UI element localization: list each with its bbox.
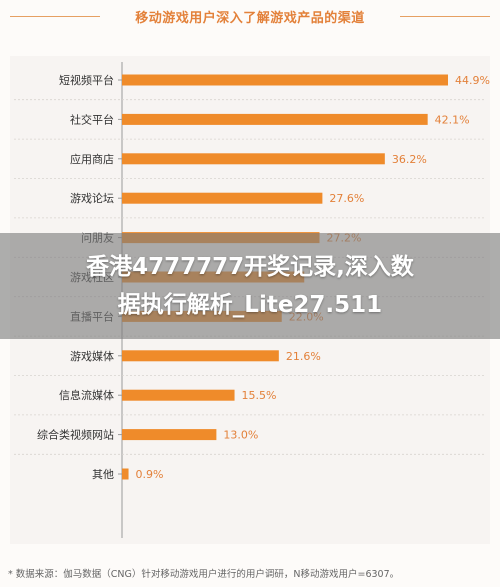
bar — [122, 468, 129, 480]
category-label: 社交平台 — [70, 112, 114, 126]
chart-title: 移动游戏用户深入了解游戏产品的渠道 — [125, 6, 375, 26]
value-label: 13.0% — [223, 429, 258, 442]
bar — [122, 389, 235, 401]
bar — [122, 113, 428, 125]
value-label: 21.6% — [286, 350, 321, 363]
category-label: 短视频平台 — [59, 73, 114, 87]
value-label: 27.6% — [329, 192, 364, 205]
value-label: 42.1% — [435, 113, 470, 126]
category-label: 综合类视频网站 — [37, 428, 114, 442]
title-right-rule — [400, 16, 490, 17]
category-label: 信息流媒体 — [59, 388, 114, 402]
bar — [122, 192, 323, 204]
category-label: 游戏论坛 — [70, 191, 114, 205]
source-footnote: * 数据来源：伽马数据（CNG）针对移动游戏用户进行的用户调研，N移动游戏用户=… — [8, 569, 400, 580]
bar — [122, 350, 279, 362]
bar — [122, 74, 448, 86]
category-label: 游戏媒体 — [70, 349, 114, 363]
value-label: 15.5% — [242, 389, 277, 402]
value-label: 36.2% — [392, 153, 427, 166]
category-label: 应用商店 — [70, 152, 114, 166]
value-label: 0.9% — [136, 468, 164, 481]
bar — [122, 429, 217, 441]
title-left-rule — [10, 16, 100, 17]
headline-line-1: 香港4777777开奖记录,深入数 — [86, 254, 414, 280]
category-label: 其他 — [92, 468, 114, 481]
chart-title-bar: 移动游戏用户深入了解游戏产品的渠道 — [0, 0, 500, 32]
bar — [122, 153, 385, 165]
headline-line-2: 据执行解析_Lite27.511 — [117, 292, 383, 318]
value-label: 44.9% — [455, 74, 490, 87]
headline-overlay: 香港4777777开奖记录,深入数 据执行解析_Lite27.511 — [0, 233, 500, 339]
